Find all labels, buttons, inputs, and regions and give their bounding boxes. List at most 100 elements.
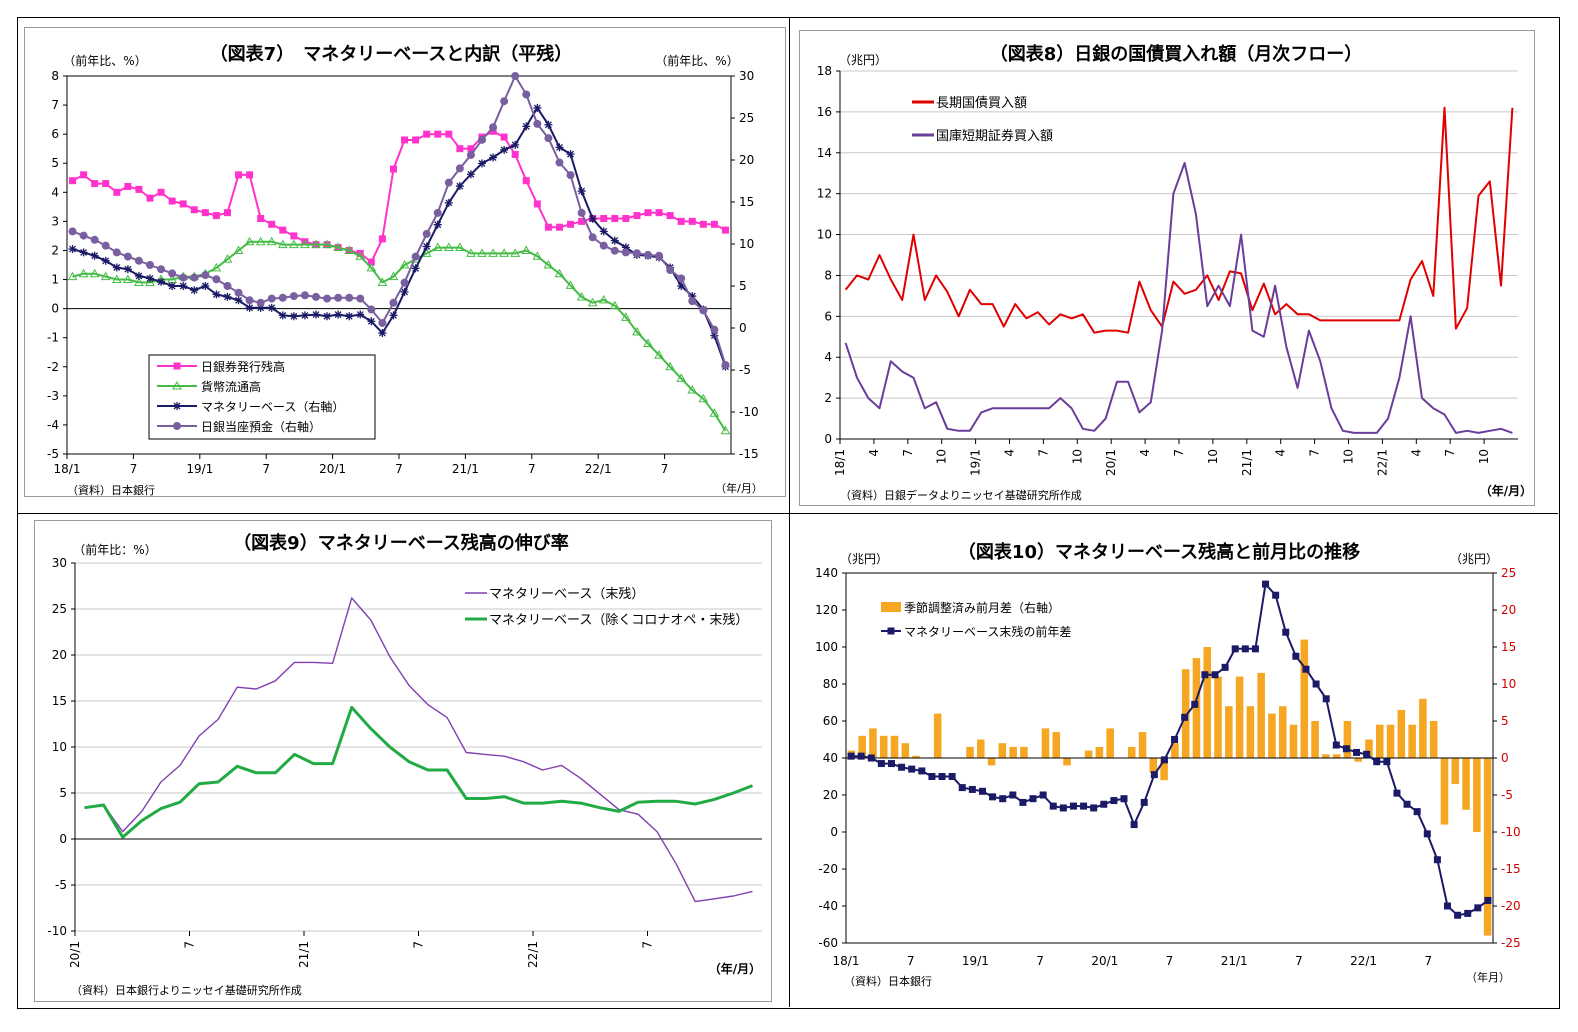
y-tick-label: 40	[823, 751, 838, 765]
data-point	[1464, 909, 1472, 917]
data-point	[344, 245, 355, 254]
data-point	[721, 226, 729, 234]
data-point	[978, 787, 986, 795]
data-point	[566, 171, 575, 180]
data-point	[168, 197, 176, 205]
bar	[879, 735, 888, 758]
y-tick-label: 4	[51, 185, 59, 199]
y-tick-label: 14	[817, 146, 832, 160]
data-point	[256, 303, 265, 312]
data-point	[68, 227, 77, 236]
chart-title: （図表7） マネタリーベースと内訳（平残）	[210, 43, 573, 65]
series-line	[844, 106, 1514, 334]
data-point	[1009, 791, 1017, 799]
y-tick-label: 80	[823, 677, 838, 691]
data-point	[146, 194, 154, 202]
data-point	[1059, 804, 1067, 812]
data-point	[389, 298, 398, 307]
legend-marker	[173, 422, 181, 430]
bar	[1311, 721, 1319, 758]
data-point	[201, 209, 209, 217]
data-point	[201, 282, 210, 290]
data-point	[400, 287, 409, 296]
x-tick-label: 4	[1409, 449, 1423, 457]
y-tick-label: 3	[51, 214, 59, 228]
data-point	[522, 90, 531, 99]
x-tick-label: 7	[262, 462, 270, 476]
x-axis-unit: （年/月）	[709, 961, 761, 976]
x-tick-label: 7	[661, 462, 669, 476]
plot-area: 876543210-1-2-3-4-5302520151050-5-10-151…	[47, 69, 759, 476]
data-point	[146, 274, 154, 283]
y-tick-label: 0	[59, 832, 67, 846]
bar	[1225, 706, 1233, 758]
y-tick-label: 2	[824, 391, 832, 405]
bar	[1376, 724, 1384, 758]
y-tick-label: 0	[51, 302, 59, 316]
legend-marker	[887, 627, 895, 635]
data-point	[91, 180, 99, 188]
y-tick-label: 7	[51, 98, 59, 112]
data-point	[212, 290, 221, 299]
data-point	[677, 274, 686, 283]
bar	[1440, 758, 1449, 825]
data-point	[488, 248, 498, 257]
data-point	[1484, 896, 1492, 904]
chart-fig9: （図表9）マネタリーベース残高の伸び率 （前年比：%） （資料）日本銀行よりニッ…	[47, 532, 762, 997]
x-tick-label: 22/1	[585, 462, 612, 476]
data-point	[1454, 911, 1462, 919]
data-point	[532, 251, 543, 260]
bar	[1257, 672, 1265, 758]
data-point	[609, 300, 620, 310]
data-point	[78, 268, 89, 278]
bar	[1429, 721, 1438, 758]
data-point	[477, 248, 487, 257]
data-point	[1181, 713, 1189, 721]
data-point	[622, 214, 630, 222]
data-point	[1262, 580, 1270, 588]
data-point	[578, 217, 586, 225]
bar	[966, 746, 974, 758]
legend-label: 日銀券発行残高	[201, 359, 285, 374]
data-point	[301, 238, 309, 246]
data-point	[555, 143, 564, 152]
x-axis-unit: （年月）	[1466, 970, 1510, 984]
data-point	[721, 360, 730, 369]
data-point	[378, 235, 386, 243]
data-point	[245, 296, 254, 305]
bar	[1462, 758, 1470, 810]
data-point	[857, 752, 865, 760]
data-point	[355, 251, 366, 260]
x-tick-label: 19/1	[969, 449, 983, 476]
data-point	[378, 329, 387, 338]
y-tick-label: -1	[47, 331, 59, 345]
source-note: （資料）日本銀行	[67, 483, 155, 497]
data-point	[554, 268, 565, 278]
data-point	[555, 158, 564, 167]
data-point	[521, 245, 532, 254]
bar	[1084, 750, 1093, 758]
data-point	[1100, 800, 1108, 808]
series-line	[84, 597, 753, 903]
x-tick-label: 22/1	[1375, 449, 1389, 476]
bar	[1289, 724, 1298, 758]
data-point	[134, 271, 143, 280]
data-point	[157, 188, 165, 196]
bar	[1041, 728, 1050, 758]
data-point	[543, 259, 554, 269]
data-point	[1302, 665, 1310, 673]
grid-divider-vertical	[789, 17, 790, 1007]
data-point	[533, 119, 542, 128]
data-point	[720, 425, 731, 435]
data-point	[267, 303, 276, 312]
data-point	[421, 248, 432, 257]
data-point	[112, 248, 121, 257]
bar	[1095, 746, 1104, 758]
x-tick-label: 7	[1308, 449, 1322, 457]
data-point	[587, 297, 598, 307]
data-point	[389, 165, 397, 173]
y-tick-label: -20	[818, 862, 838, 876]
data-point	[179, 273, 188, 282]
x-tick-label: 7	[907, 954, 915, 968]
data-point	[123, 265, 132, 274]
